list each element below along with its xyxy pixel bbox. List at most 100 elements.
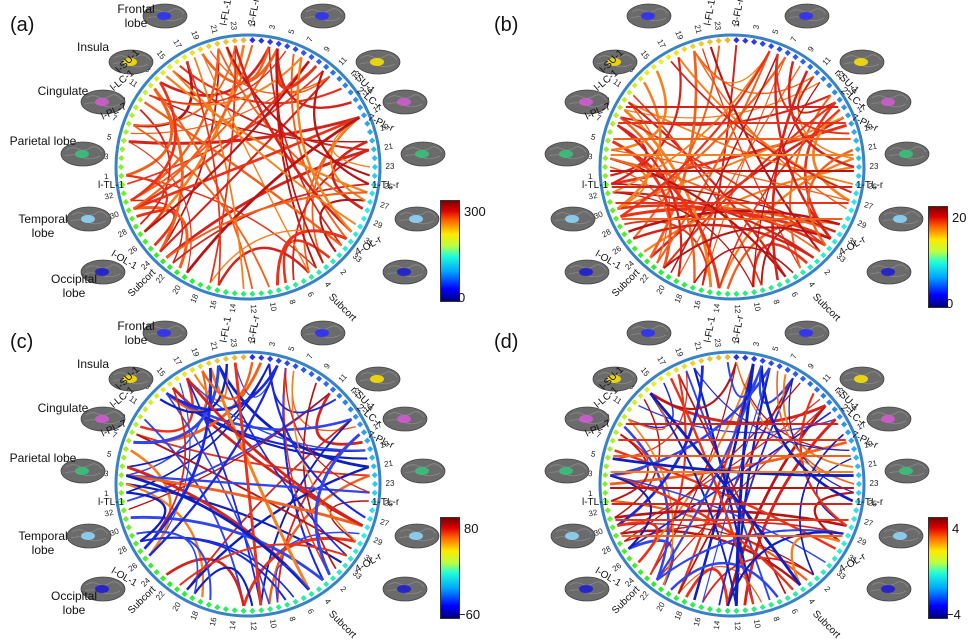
- node-index-label: 8: [771, 298, 781, 306]
- node-index-label: 21: [384, 142, 395, 152]
- brain-thumbnail: [592, 365, 638, 393]
- brain-thumbnail: [878, 205, 924, 233]
- ring: [114, 33, 382, 301]
- connection-edge: [186, 377, 366, 452]
- connection-edge: [268, 363, 366, 519]
- node-marker: [147, 82, 154, 89]
- node-marker: [366, 198, 374, 206]
- connection-edge: [275, 564, 310, 603]
- node-index-label: 15: [155, 49, 168, 62]
- connection-edge: [201, 53, 310, 274]
- node-index-label: 2: [822, 268, 832, 278]
- ring: [598, 350, 866, 618]
- node-marker: [776, 363, 783, 370]
- node-marker: [300, 594, 307, 602]
- node-marker: [370, 463, 377, 470]
- node-marker: [258, 354, 265, 361]
- node-index-label: 3: [104, 152, 110, 161]
- lobe-label-cingulate: Cingulate: [37, 401, 89, 415]
- connection-edge: [143, 367, 213, 550]
- brain-thumbnail: [626, 2, 672, 30]
- node-marker: [673, 277, 680, 285]
- node-marker: [371, 480, 379, 488]
- node-marker: [189, 49, 196, 57]
- node-marker: [258, 607, 265, 614]
- node-index-label: 14: [228, 303, 238, 313]
- lobe-label-temporal: Temporal lobe: [18, 529, 68, 557]
- node-index-label: 30: [109, 526, 121, 538]
- node-marker: [844, 215, 852, 222]
- connection-edge: [225, 46, 371, 177]
- node-index-label: 21: [384, 459, 395, 469]
- connection-edge: [172, 70, 369, 151]
- node-marker: [826, 562, 833, 569]
- brain-thumbnail: [300, 2, 346, 30]
- node-marker: [352, 96, 359, 103]
- node-marker: [742, 37, 749, 44]
- node-index-label: 10: [752, 302, 763, 313]
- lobe-label-occipital: Occipital lobe: [50, 589, 97, 617]
- node-marker: [159, 258, 167, 265]
- node-index-label: 1: [104, 489, 110, 498]
- node-marker: [840, 223, 848, 230]
- connection-edge: [209, 45, 237, 284]
- node-marker: [643, 258, 651, 265]
- connection-edge: [617, 521, 659, 564]
- node-marker: [342, 399, 349, 406]
- node-marker: [855, 471, 862, 479]
- node-index-label: 12: [733, 304, 742, 314]
- connection-edge: [186, 465, 370, 591]
- node-index-label: 12: [249, 621, 258, 631]
- connection-edge: [771, 70, 809, 281]
- connectome-diagram: 1 357911131517192123252729313324681012141…: [588, 338, 879, 631]
- node-marker: [137, 413, 144, 420]
- node-marker: [336, 75, 343, 82]
- node-index-label: 25: [384, 498, 395, 508]
- node-marker: [836, 231, 843, 238]
- connection-edge: [128, 141, 192, 273]
- brain-thumbnail: [80, 575, 126, 603]
- connection-edge: [656, 50, 771, 264]
- node-index-label: 9: [806, 361, 816, 370]
- node-marker: [266, 355, 274, 363]
- brain-thumbnail: [80, 88, 126, 116]
- node-marker: [853, 454, 860, 461]
- node-marker: [650, 263, 657, 271]
- brain-thumbnail: [400, 140, 446, 168]
- connection-edge: [619, 50, 771, 218]
- node-marker: [606, 128, 614, 136]
- node-marker: [784, 594, 791, 602]
- node-marker: [807, 263, 814, 271]
- brain-thumbnail: [592, 48, 638, 76]
- connection-edge: [233, 362, 263, 606]
- node-marker: [854, 463, 861, 470]
- node-marker: [733, 353, 740, 361]
- connection-edge: [165, 364, 279, 412]
- connection-edge: [148, 365, 279, 557]
- node-index-label: 5: [287, 345, 297, 353]
- connection-edge: [623, 425, 670, 581]
- node-marker: [159, 575, 167, 582]
- node-index-label: 14: [712, 620, 722, 630]
- connection-edge: [125, 87, 173, 177]
- node-marker: [315, 269, 323, 276]
- ring: [114, 350, 382, 618]
- node-marker: [768, 43, 775, 50]
- node-marker: [181, 53, 188, 61]
- node-marker: [166, 63, 173, 71]
- node-marker: [366, 128, 374, 136]
- node-index-label: 1: [588, 172, 594, 181]
- node-marker: [742, 354, 749, 361]
- connection-edge: [285, 367, 370, 494]
- node-marker: [120, 507, 127, 514]
- node-index-label: 27: [863, 200, 875, 211]
- panel-d: 1 3 5 7 9 11 13 15 17 19 21 23 25 27 29 31 33 2 4 6 8 10 12 14 1…: [484, 315, 968, 641]
- node-index-label: 5: [771, 345, 781, 353]
- node-marker: [665, 53, 672, 61]
- node-marker: [122, 515, 130, 523]
- node-marker: [784, 277, 791, 285]
- brain-thumbnail: [866, 405, 912, 433]
- node-marker: [118, 172, 125, 180]
- node-marker: [189, 366, 196, 374]
- node-marker: [231, 607, 238, 614]
